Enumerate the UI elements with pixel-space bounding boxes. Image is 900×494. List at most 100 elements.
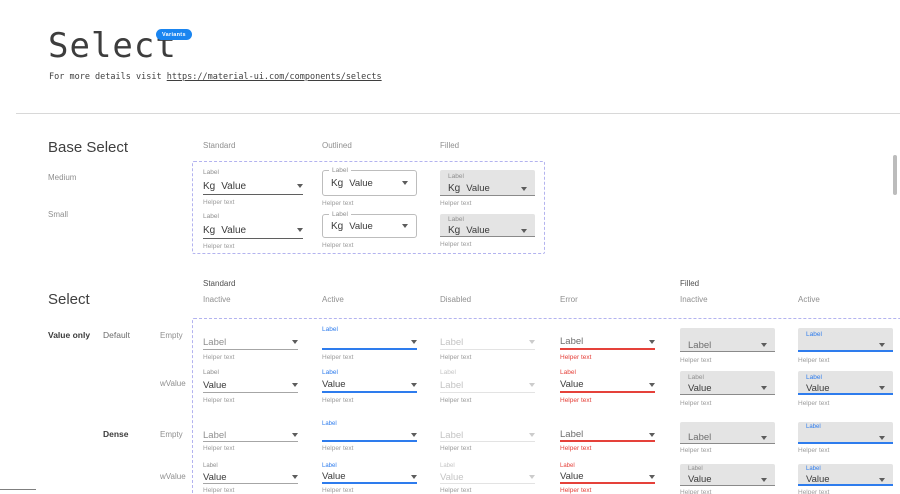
header-divider <box>16 113 900 114</box>
base-select-outlined-medium: Label Kg Value Helper text <box>322 167 417 207</box>
scrollbar-thumb[interactable] <box>893 155 897 195</box>
field-label <box>440 325 535 335</box>
row-size-dense: Dense <box>103 429 129 439</box>
field-label: Label <box>203 213 219 220</box>
select-value: Label <box>440 379 464 391</box>
select-control[interactable]: Label <box>798 422 893 444</box>
base-select-filled-small: Label Kg Value Helper text <box>440 212 535 248</box>
select-control[interactable]: Label <box>440 429 535 442</box>
field-label: Label <box>322 369 338 376</box>
base-select-heading: Base Select <box>48 139 129 156</box>
field-label: Label <box>806 466 821 472</box>
select-control[interactable]: Label <box>798 328 893 352</box>
select-control[interactable]: Label Value <box>798 464 893 486</box>
helper-text: Helper text <box>798 489 830 494</box>
select-control[interactable]: Label <box>560 335 655 350</box>
helper-text: Helper text <box>440 487 472 494</box>
chevron-down-icon <box>761 435 767 440</box>
select-control[interactable]: Value <box>560 471 655 484</box>
select-control[interactable]: Label <box>440 378 535 393</box>
select-control[interactable]: Value <box>440 471 535 484</box>
field-label: Label <box>448 173 464 180</box>
select-control[interactable]: Value <box>203 471 298 484</box>
select-control[interactable] <box>322 335 417 350</box>
select-control: Value <box>806 382 885 394</box>
select-control <box>806 339 885 351</box>
group-filled: Filled <box>680 279 700 288</box>
field-label <box>203 325 298 335</box>
adornment: Kg <box>448 183 461 194</box>
field-label: Label <box>440 463 455 469</box>
select-control[interactable]: Label Kg Value <box>322 167 417 196</box>
select-control[interactable]: Kg Value <box>203 222 303 239</box>
select-control[interactable]: Value <box>203 378 298 393</box>
select-standard-inactive-empty: Label Helper text <box>203 325 298 361</box>
helper-text: Helper text <box>798 447 830 454</box>
chevron-down-icon <box>292 433 298 437</box>
select-control[interactable]: Label Kg Value <box>322 211 417 238</box>
select-control[interactable]: Label Kg Value <box>440 170 535 196</box>
select-control: Value <box>806 474 885 485</box>
field-label: Label <box>329 211 351 219</box>
col-std-active: Active <box>322 295 344 304</box>
row-group-value-only: Value only <box>48 330 91 340</box>
chevron-down-icon <box>761 386 767 390</box>
adornment: Kg <box>203 180 216 192</box>
chevron-down-icon <box>402 224 408 228</box>
select-control[interactable]: Label <box>203 335 298 350</box>
select-standard-inactive-dense-wvalue: Label Value Helper text <box>203 462 298 494</box>
chevron-down-icon <box>292 340 298 344</box>
select-control[interactable]: Value <box>322 378 417 393</box>
col-std-error: Error <box>560 295 578 304</box>
select-control[interactable]: Label Value <box>680 371 775 395</box>
select-value: Value <box>806 382 830 394</box>
select-standard-disabled-wvalue: Label Label Helper text <box>440 368 535 404</box>
helper-text: Helper text <box>322 354 354 361</box>
helper-text: Helper text <box>440 200 472 207</box>
select-control[interactable]: Label Value <box>798 371 893 395</box>
select-value: Label <box>203 429 227 441</box>
field-label <box>688 330 767 339</box>
select-value: Value <box>466 183 490 194</box>
select-value: Value <box>440 471 464 483</box>
select-filled-inactive-wvalue: Label Value Helper text <box>680 368 775 407</box>
chevron-down-icon <box>879 386 885 390</box>
row-empty-default: Empty <box>160 331 183 340</box>
chevron-down-icon <box>297 228 303 232</box>
select-control: Kg Value <box>331 178 408 189</box>
select-control[interactable]: Label <box>560 429 655 442</box>
base-select-outlined-small: Label Kg Value Helper text <box>322 211 417 249</box>
select-control[interactable]: Kg Value <box>203 178 303 195</box>
page-title: Select <box>48 26 177 66</box>
select-filled-active-dense-empty: Label Helper text <box>798 420 893 454</box>
select-standard-active-wvalue: Label Value Helper text <box>322 368 417 404</box>
select-control[interactable]: Label <box>680 422 775 444</box>
material-ui-link[interactable]: https://material-ui.com/components/selec… <box>166 72 382 82</box>
select-standard-error-wvalue: Label Value Helper text <box>560 368 655 404</box>
helper-text: Helper text <box>203 354 235 361</box>
helper-text: Helper text <box>560 354 592 361</box>
helper-text: Helper text <box>203 487 235 494</box>
chevron-down-icon <box>402 181 408 185</box>
select-control[interactable]: Value <box>560 378 655 393</box>
col-filled-inactive: Inactive <box>680 295 708 304</box>
chevron-down-icon <box>649 339 655 344</box>
field-label: Label <box>688 466 703 472</box>
select-control[interactable]: Label <box>203 429 298 442</box>
select-control[interactable]: Label Kg Value <box>440 214 535 237</box>
helper-text: Helper text <box>440 445 472 452</box>
row-size-default: Default <box>103 330 130 340</box>
select-control[interactable]: Label Value <box>680 464 775 486</box>
chevron-down-icon <box>879 343 885 347</box>
helper-text: Helper text <box>560 487 592 494</box>
select-control[interactable] <box>322 429 417 442</box>
helper-text: Helper text <box>680 357 712 364</box>
select-value: Label <box>688 432 712 443</box>
select-control <box>806 432 885 443</box>
select-value: Label <box>560 336 584 347</box>
select-control[interactable]: Label <box>440 335 535 350</box>
select-control[interactable]: Label <box>680 328 775 352</box>
chevron-down-icon <box>649 474 655 479</box>
select-control[interactable]: Value <box>322 471 417 484</box>
helper-text: Helper text <box>680 400 712 407</box>
